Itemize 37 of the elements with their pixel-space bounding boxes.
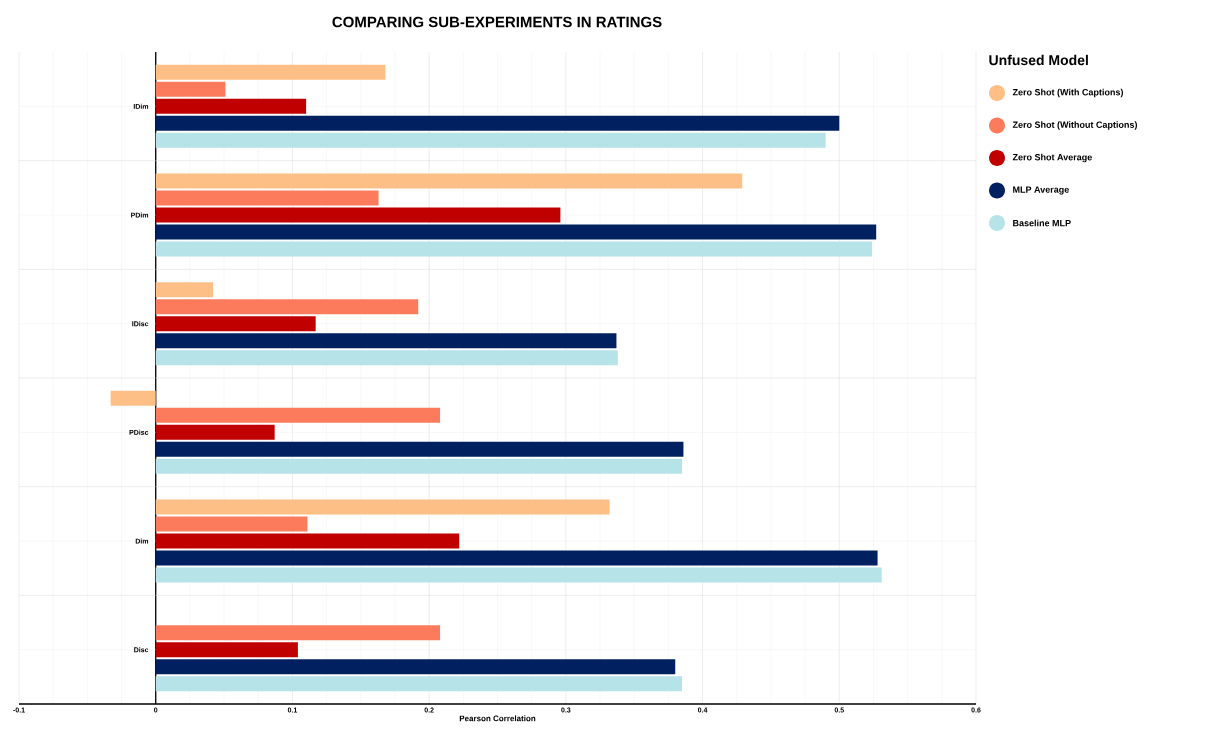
bar: [155, 207, 561, 223]
bar: [155, 224, 877, 240]
chart-title: COMPARING SUB-EXPERIMENTS IN RATINGS: [332, 16, 662, 28]
bar: [155, 499, 610, 515]
bar: [155, 241, 873, 257]
legend-label: Zero Shot (Without Captions): [1012, 121, 1137, 130]
legend-label: MLP Average: [1013, 186, 1069, 195]
bar: [155, 333, 617, 349]
bar: [155, 676, 683, 692]
bar: [155, 299, 419, 315]
bar: [155, 441, 684, 457]
bar: [155, 316, 316, 332]
bar: [155, 64, 386, 80]
bar: [155, 132, 826, 148]
legend-title: Unfused Model: [989, 54, 1088, 66]
bar: [155, 407, 441, 423]
bar: [155, 282, 214, 298]
bar: [155, 458, 683, 474]
bar: [155, 190, 379, 206]
bar: [155, 173, 743, 189]
x-axis-title: Pearson Correlation: [459, 715, 536, 722]
bar: [155, 567, 882, 583]
bar: [110, 390, 156, 406]
bar: [155, 81, 226, 97]
bar: [155, 98, 307, 114]
bar: [155, 642, 298, 658]
bar: [155, 350, 618, 366]
bar: [155, 659, 676, 675]
bar: [155, 516, 308, 532]
bar: [155, 115, 840, 131]
bar: [155, 424, 275, 440]
bar: [155, 625, 441, 641]
legend-label: Zero Shot (With Captions): [1012, 88, 1123, 98]
bar: [155, 550, 878, 566]
bar: [155, 533, 460, 549]
legend-label: Baseline MLP: [1013, 219, 1071, 227]
legend-label: Zero Shot Average: [1012, 153, 1092, 163]
